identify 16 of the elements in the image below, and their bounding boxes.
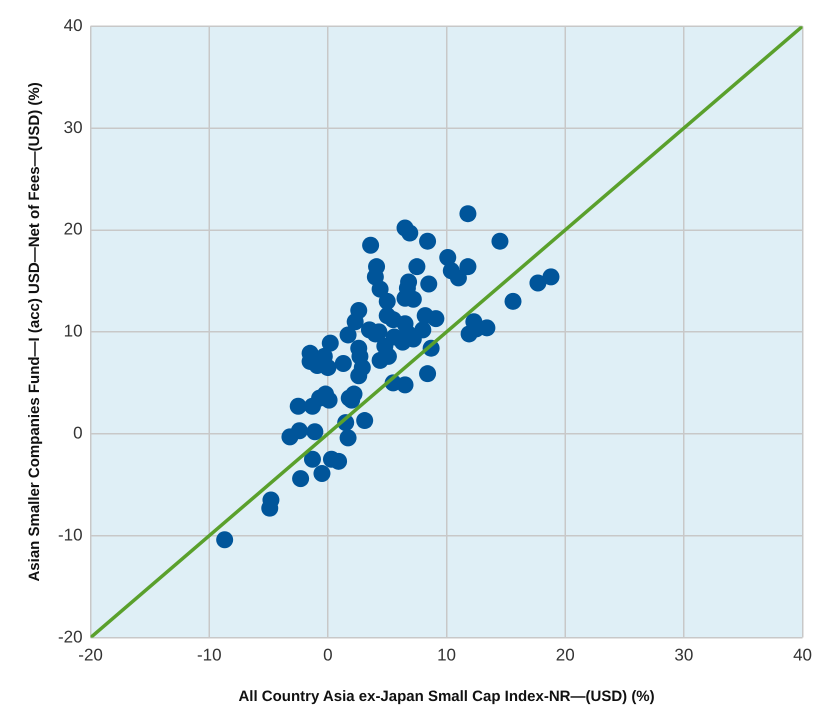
y-tick-label: -20 <box>58 627 83 646</box>
y-tick-label: 30 <box>64 118 83 137</box>
y-tick-label: 20 <box>64 220 83 239</box>
x-tick-label: 20 <box>556 645 575 664</box>
y-tick-label: 0 <box>73 423 83 442</box>
x-tick-label: -20 <box>78 645 103 664</box>
x-tick-label: 0 <box>323 645 333 664</box>
x-tick-label: 30 <box>674 645 694 664</box>
y-tick-label: 40 <box>64 16 83 35</box>
x-tick-label: -10 <box>196 645 222 664</box>
x-axis-title: All Country Asia ex-Japan Small Cap Index-NR—(USD) (%) <box>238 688 655 706</box>
y-axis-title: Asian Smaller Companies Fund—I (acc) USD—Net of Fees—(USD) (%) <box>26 82 44 582</box>
y-tick-label: -10 <box>58 525 83 544</box>
x-tick-label: 40 <box>793 645 812 664</box>
y-tick-label: 10 <box>64 322 83 341</box>
x-tick-label: 10 <box>437 645 456 664</box>
